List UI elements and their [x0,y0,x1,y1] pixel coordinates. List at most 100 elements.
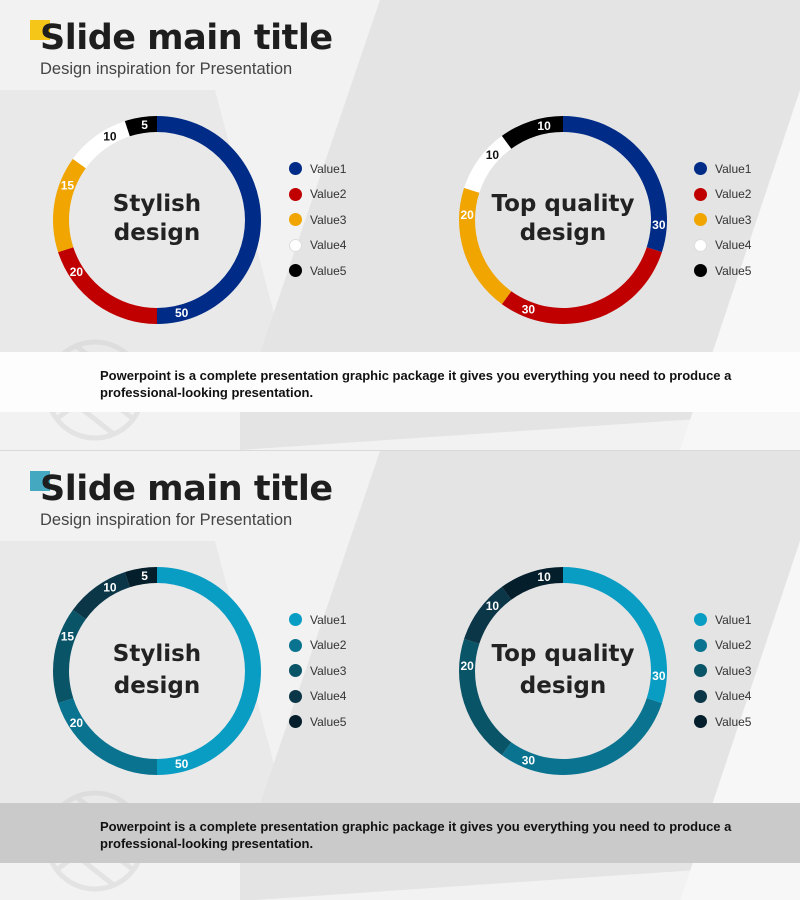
legend-item: Value5 [289,258,346,284]
footer-text: Powerpoint is a complete presentation gr… [100,819,732,851]
donut-data-label: 10 [486,599,500,613]
legend-swatch [694,264,707,278]
donut-data-label: 30 [652,669,666,683]
donut-center-line-1: Top quality [491,191,635,217]
legend-label: Value1 [310,612,347,627]
legend-item: Value1 [289,156,346,182]
legend-item: Value4 [289,233,346,259]
legend-swatch [289,664,302,678]
legend-swatch [289,613,302,627]
legend-label: Value1 [310,161,347,176]
legend-label: Value4 [310,689,347,704]
legend-item: Value4 [694,684,751,710]
donut-segment-value2 [58,247,158,324]
slide-1: Slide main title Design inspiration for … [0,0,800,450]
donut-segment-value4 [464,586,512,644]
legend-item: Value4 [289,684,346,710]
donut-data-label: 50 [175,757,189,771]
donut-center-line-2: design [519,220,607,246]
donut-data-label: 10 [537,570,551,584]
donut-data-label: 20 [70,716,84,730]
legend-swatch [289,715,302,729]
donut-data-label: 15 [61,629,75,643]
legend-swatch [694,238,707,252]
legend-stylish: Value1 Value2 Value3 Value4 Value5 [289,607,346,735]
title-accent-square [30,471,50,491]
legend-swatch [694,689,707,703]
legend-label: Value4 [310,238,347,253]
legend-item: Value3 [289,207,346,233]
donut-segment-value1 [157,116,261,324]
legend-item: Value5 [694,258,751,284]
title-accent-square [30,20,50,40]
legend-label: Value5 [715,263,752,278]
donut-center-line-1: Top quality [491,641,635,667]
legend-item: Value2 [694,182,751,208]
donut-data-label: 30 [522,303,536,317]
legend-item: Value1 [289,607,346,633]
slide-subtitle: Design inspiration for Presentation [40,60,293,78]
donut-segment-value5 [501,567,563,600]
legend-label: Value5 [310,263,347,278]
footer-text: Powerpoint is a complete presentation gr… [100,368,732,400]
donut-segment-value1 [563,567,667,704]
donut-segment-value2 [58,698,158,775]
donut-center-line-2: design [113,220,201,246]
legend-item: Value2 [289,633,346,659]
legend-label: Value2 [715,638,752,653]
legend-item: Value2 [694,633,751,659]
legend-swatch [694,187,707,201]
donut-center-text: Top quality design [453,638,673,702]
legend-top-quality: Value1 Value2 Value3 Value4 Value5 [694,607,751,735]
footer-band [0,352,800,412]
footer-band [0,803,800,863]
donut-segment-value3 [53,609,86,704]
donut-segment-value1 [563,116,667,253]
legend-label: Value2 [310,638,347,653]
donut-data-label: 10 [103,580,117,594]
legend-item: Value2 [289,182,346,208]
slide-title: Slide main title [40,18,333,58]
donut-segment-value4 [72,572,130,620]
legend-item: Value3 [694,658,751,684]
legend-swatch [289,264,302,278]
donut-segment-value3 [53,158,86,253]
legend-label: Value5 [310,714,347,729]
legend-swatch [289,187,302,201]
legend-label: Value3 [715,212,752,227]
legend-top-quality: Value1 Value2 Value3 Value4 Value5 [694,156,751,284]
legend-swatch [289,689,302,703]
legend-swatch [694,664,707,678]
donut-segment-value5 [501,116,563,149]
legend-label: Value4 [715,689,752,704]
legend-swatch [694,715,707,729]
donut-segment-value4 [464,135,512,193]
donut-segment-value2 [501,698,662,775]
donut-segment-value2 [501,247,662,324]
donut-chart-svg: 30 30 20 10 10 [459,567,667,775]
donut-data-label: 30 [522,754,536,768]
donut-segment-value3 [459,638,512,756]
legend-item: Value4 [694,233,751,259]
donut-data-label: 20 [70,265,84,279]
legend-label: Value5 [715,714,752,729]
donut-data-label: 15 [61,178,75,192]
donut-data-label: 10 [103,129,117,143]
donut-center-line-2: design [113,673,201,699]
donut-segment-value1 [157,567,261,775]
legend-item: Value1 [694,156,751,182]
donut-center-text: Stylish design [47,638,267,702]
donut-chart-svg: 30 30 20 10 10 [459,116,667,324]
legend-swatch [694,213,707,227]
donut-center-line-1: Stylish [112,191,202,217]
legend-item: Value5 [289,709,346,735]
donut-data-label: 20 [460,659,474,673]
donut-data-label: 10 [486,148,500,162]
donut-segment-value5 [124,116,157,137]
legend-swatch [289,638,302,652]
donut-data-label: 5 [141,118,148,132]
donut-chart-svg: 50 20 15 10 5 [53,116,261,324]
legend-item: Value5 [694,709,751,735]
donut-data-label: 50 [175,306,189,320]
legend-label: Value1 [715,161,752,176]
